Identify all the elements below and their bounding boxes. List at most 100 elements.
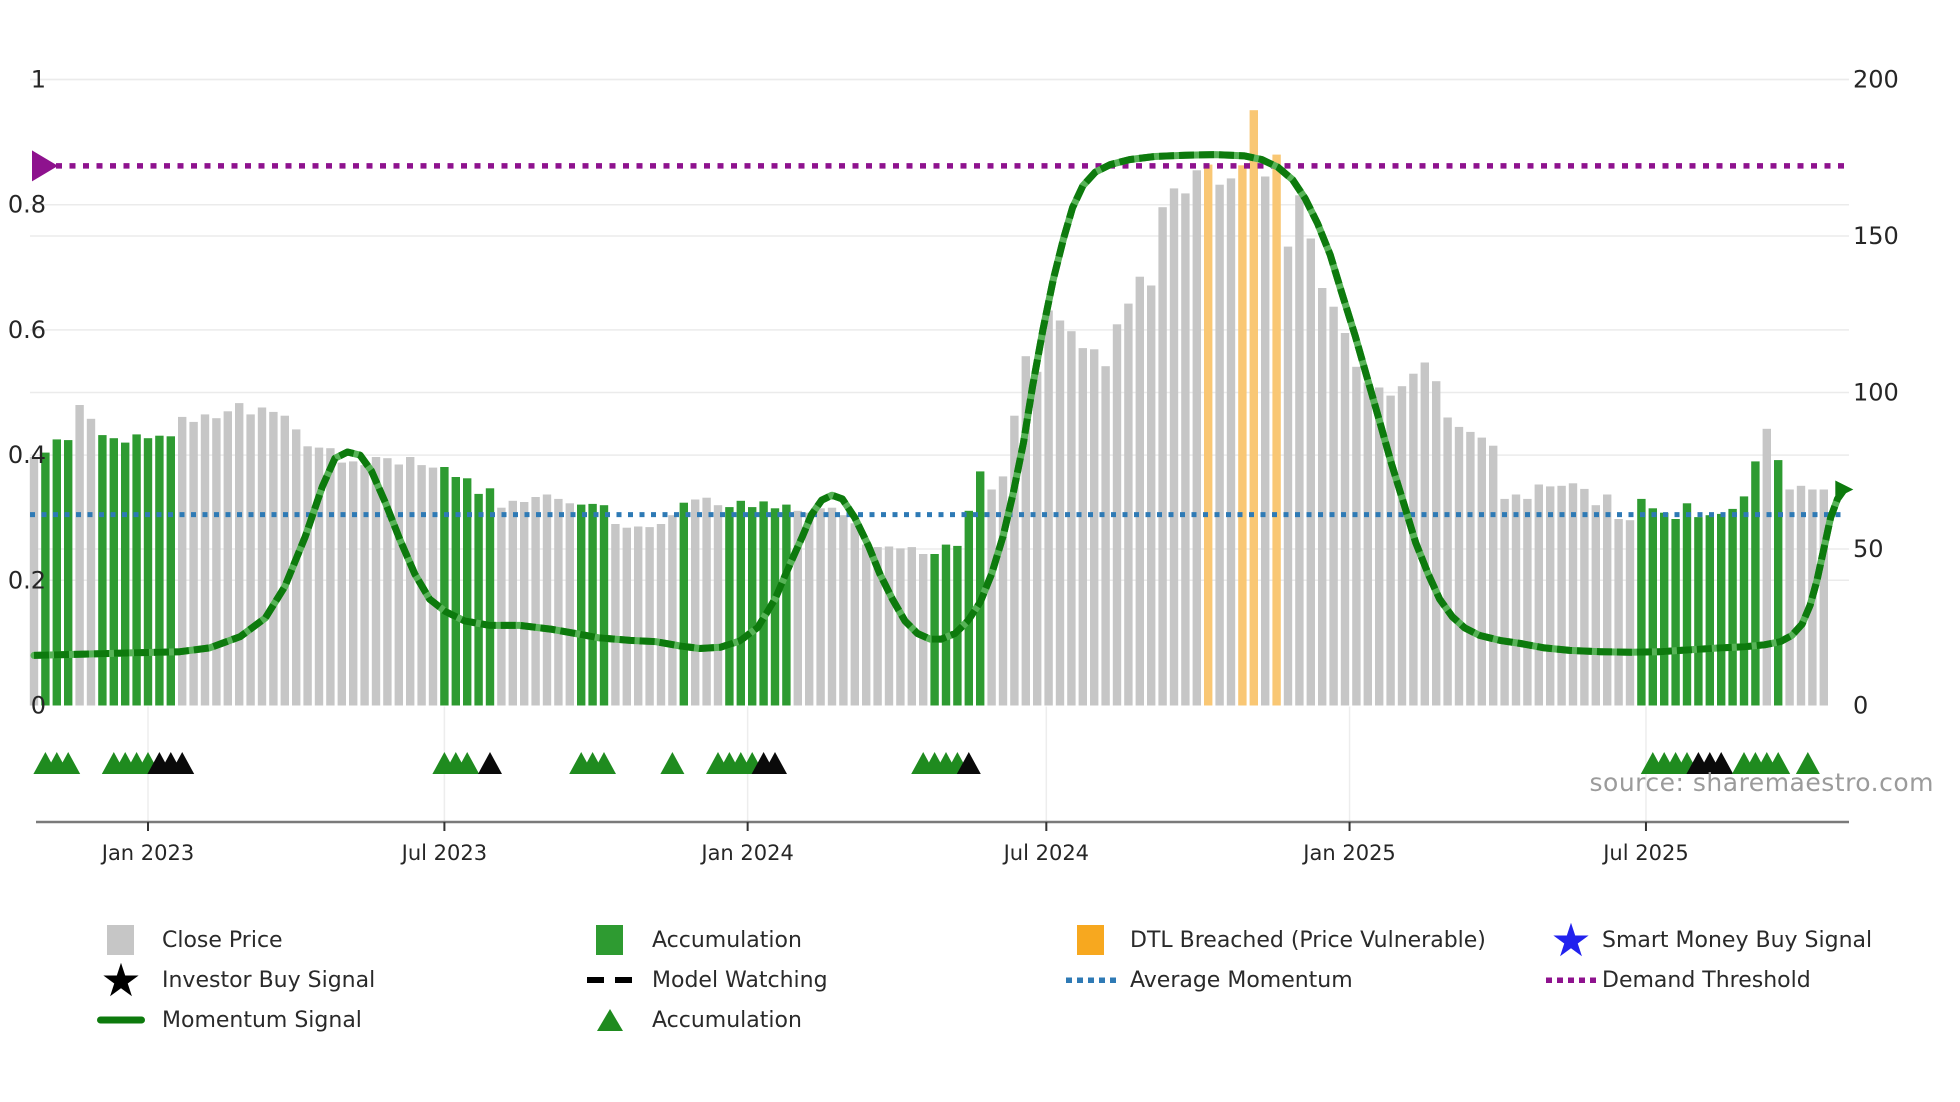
x-tick-label: Jul 2025 [1601,841,1688,865]
close-price-bar [303,446,312,706]
accumulation-bar [770,508,780,706]
close-price-bar [1511,494,1521,706]
investor-buy-triangle-icon [956,752,981,774]
close-price-bar [189,421,198,706]
close-price-bar [1181,193,1190,706]
close-price-bar [1340,333,1350,706]
star-blue-icon: ★ [1542,913,1600,967]
accumulation-bar [1660,512,1669,706]
close-price-bar [1078,348,1087,706]
close-price-bar [1477,437,1486,706]
close-price-bar [1124,303,1133,706]
x-tick-label: Jan 2024 [699,841,794,865]
close-price-bar [235,403,244,706]
source-credit: source: sharemaestro.com [1589,768,1934,797]
legend-label: Close Price [162,927,283,953]
close-price-bar [1352,366,1361,706]
investor-buy-triangle-icon [478,752,502,774]
close-price-bar [75,405,84,706]
accumulation-bar [588,503,597,706]
legend-item: Momentum Signal [92,1000,362,1040]
close-price-bar [1796,485,1806,706]
close-price-bar [1010,415,1019,706]
close-price-bar [326,448,335,706]
close-price-bar [998,476,1008,706]
close-price-bar [497,507,506,706]
accumulation-triangle-icon [592,752,616,774]
close-price-bar [1614,519,1623,706]
close-price-bar [257,407,267,706]
dtl-breached-bar [1238,165,1247,706]
accumulation-bar [1717,513,1726,706]
accumulation-bar [474,493,483,706]
investor-buy-triangle-icon [170,752,195,774]
accumulation-bar [736,500,745,706]
legend-item: Accumulation [581,1000,802,1040]
close-price-bar [1386,395,1395,706]
x-tick-label: Jul 2024 [1002,841,1089,865]
y-left-tick-label: 1 [31,66,46,94]
accumulation-bar [930,554,939,706]
close-price-bar [1169,188,1179,706]
close-price-bar [1329,306,1338,706]
accumulation-bar [1774,460,1783,706]
close-price-bar [542,494,552,706]
legend-item: Average Momentum [1062,960,1353,1000]
x-tick-label: Jan 2023 [100,841,195,865]
close-price-bar [246,414,255,706]
star-blue-icon: ★ [1550,913,1592,967]
close-price-bar [1112,324,1122,706]
dtl-breached-bar [1272,154,1281,706]
accumulation-bar [1751,461,1760,706]
close-price-bar [200,414,210,706]
close-price-bar [314,447,324,706]
y-right-tick-label: 200 [1853,66,1899,94]
close-price-bar [1295,195,1304,706]
legend-label: Momentum Signal [162,1007,362,1033]
close-price-bar [212,418,221,706]
accumulation-bar [953,545,962,706]
close-price-bar [850,523,859,706]
accumulation-bar [64,440,73,706]
line-green-icon [92,1000,150,1040]
close-price-bar [1033,371,1042,706]
legend-label: Accumulation [652,927,802,953]
accumulation-triangle-icon [1766,752,1791,774]
accumulation-bar [166,436,175,706]
accumulation-bar [121,442,130,706]
close-price-bar [713,505,723,706]
accumulation-bar [748,507,757,706]
close-price-bar [1420,362,1429,706]
close-price-bar [349,461,358,706]
accumulation-bar [463,478,472,706]
close-price-bar [280,415,289,706]
y-right-tick-label: 100 [1853,379,1899,407]
demand-threshold-start-icon [32,150,58,182]
close-price-bar [1215,184,1224,706]
accumulation-bar [1728,508,1737,706]
accumulation-bar [941,544,951,706]
close-price-bar [1261,176,1270,706]
close-price-bar [896,548,905,706]
close-price-bar [1283,246,1293,706]
accumulation-bar [976,471,985,706]
close-price-bar [805,512,814,706]
close-price-bar [668,515,677,706]
momentum-signal-line [33,151,1848,659]
accumulation-bar [782,504,791,706]
close-price-bar [1603,494,1612,706]
accumulation-bar [759,501,768,706]
accumulation-bar [485,488,495,706]
close-price-bar [1306,238,1315,706]
y-right-tick-label: 0 [1853,692,1868,720]
close-price-bar [86,418,96,706]
close-price-bar [269,411,278,706]
star-black-icon: ★ [92,957,150,1003]
legend-label: Smart Money Buy Signal [1602,927,1873,953]
close-price-bar [371,457,381,706]
dtl-breached-bar [1249,110,1258,706]
accumulation-bar [725,507,734,706]
close-price-bar [1568,483,1578,706]
accumulation-bar [1739,496,1749,706]
accumulation-triangle-icon [455,752,480,774]
